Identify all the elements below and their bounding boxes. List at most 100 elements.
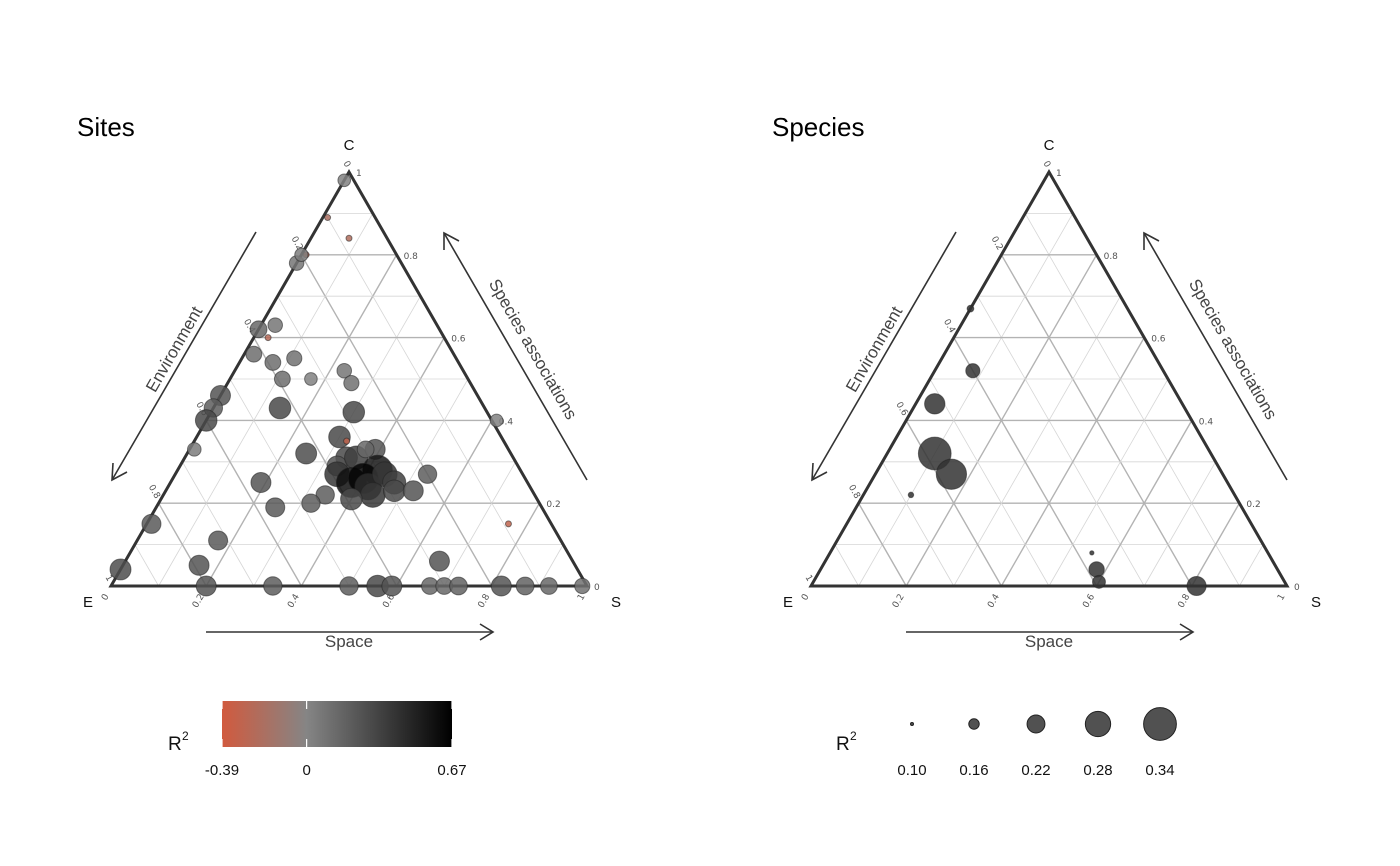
grid-line [1143, 461, 1216, 587]
legend-size-label: 0.22 [1021, 762, 1050, 779]
legend-size-label: 0.10 [897, 762, 926, 779]
grid-line [395, 420, 493, 587]
data-point [336, 362, 353, 379]
data-point [343, 437, 351, 445]
data-point [315, 485, 335, 505]
data-point [1092, 574, 1106, 589]
data-point [267, 317, 284, 333]
legend-title-superscript: 2 [850, 729, 857, 743]
species-arrow [1143, 232, 1288, 481]
tick-label-left: 1 [103, 574, 115, 584]
legend-size-key [1026, 714, 1046, 734]
axis-label-species-associations: Species associations [1185, 276, 1281, 423]
tick-label-right: 0 [594, 583, 600, 593]
data-points [907, 304, 1207, 597]
ternary-outline [808, 168, 1290, 588]
tick-label-bottom: 0.4 [986, 592, 1002, 610]
data-point [324, 214, 332, 222]
grid-line [205, 420, 303, 587]
tick-label-bottom: 0.6 [1081, 592, 1097, 610]
data-point [187, 442, 202, 457]
grid-line [324, 213, 540, 587]
tick-label-right: 0.2 [546, 500, 560, 510]
grid-line [977, 296, 1145, 587]
axis-label-species-associations: Species associations [485, 276, 581, 423]
tick-labels: 0 0.2 0.4 0.6 0.8 100.20.40.60.8100.20.40.60.… [800, 160, 1300, 610]
data-point [337, 173, 352, 188]
data-point [382, 479, 406, 503]
grid-line [953, 296, 1121, 587]
data-point [966, 304, 975, 313]
grid-line [858, 213, 1074, 587]
colorbar-tick-label: 0 [302, 762, 310, 779]
tick-label-right: 0.4 [1199, 417, 1214, 427]
data-point [245, 345, 263, 363]
environment-arrow [111, 231, 257, 481]
legend-size-key [1084, 710, 1112, 738]
tick-label-bottom: 0 [800, 592, 812, 602]
data-points [109, 173, 591, 598]
data-point [264, 354, 282, 371]
space-arrowhead [479, 623, 495, 641]
grid-line [1191, 502, 1241, 587]
grid-line [929, 378, 1050, 587]
grid-line [158, 213, 374, 587]
data-point [490, 575, 512, 597]
tick-label-left: 0 [1041, 160, 1053, 170]
species-arrow [443, 232, 588, 481]
environment-arrow [811, 231, 957, 481]
tick-label-right: 1 [1056, 169, 1062, 179]
grid-line [229, 378, 350, 587]
grid-line [857, 502, 907, 587]
legend-size-key [910, 722, 914, 726]
legend-title-superscript: 2 [182, 729, 189, 743]
tick-label-left: 0.4 [941, 318, 957, 336]
data-point [965, 363, 981, 379]
tick-label-bottom: 0.4 [286, 592, 302, 610]
data-point [489, 413, 504, 428]
data-point [286, 350, 303, 367]
tick-label-right: 0 [1294, 583, 1300, 593]
vertex-label-e: E [83, 594, 93, 611]
legend: R 2 0.10 0.16 0.22 0.28 0.34 [836, 707, 1177, 779]
data-point [342, 400, 366, 424]
data-point [263, 576, 283, 596]
colorbar-tick-label: 0.67 [437, 762, 466, 779]
grid-line [277, 296, 445, 587]
tick-label-right: 0.4 [499, 417, 514, 427]
data-point [188, 554, 210, 576]
chart-title: Species [772, 112, 865, 142]
tick-label-bottom: 0.2 [891, 593, 907, 610]
vertex-label-c: C [344, 137, 355, 154]
data-point [340, 487, 363, 511]
data-point [301, 493, 321, 513]
ternary-grid [134, 212, 564, 587]
data-point [1088, 561, 1105, 578]
legend-size-key [968, 718, 980, 730]
data-point [273, 370, 291, 388]
grid-line [834, 544, 859, 587]
vertex-label-s: S [611, 594, 621, 611]
data-point [208, 530, 229, 551]
grid-line [134, 544, 159, 587]
chart-title: Sites [77, 112, 135, 142]
axis-arrows [111, 231, 588, 641]
data-point [295, 442, 318, 465]
tick-label-right: 0.8 [1104, 252, 1119, 262]
colorbar-tick-label: -0.39 [205, 762, 239, 779]
space-arrowhead [1179, 623, 1195, 641]
data-point [268, 396, 292, 420]
data-point [515, 576, 535, 596]
grid-line [1095, 420, 1193, 587]
tick-label-right: 0.6 [1151, 335, 1166, 345]
tick-label-bottom: 0 [100, 592, 112, 602]
tick-label-left: 1 [803, 574, 815, 584]
vertex-label-e: E [783, 594, 793, 611]
data-point [249, 320, 268, 339]
tick-label-left: 0.8 [146, 483, 162, 501]
ternary-grid [834, 212, 1264, 587]
tick-label-right: 0.8 [404, 252, 419, 262]
grid-line [882, 461, 955, 587]
